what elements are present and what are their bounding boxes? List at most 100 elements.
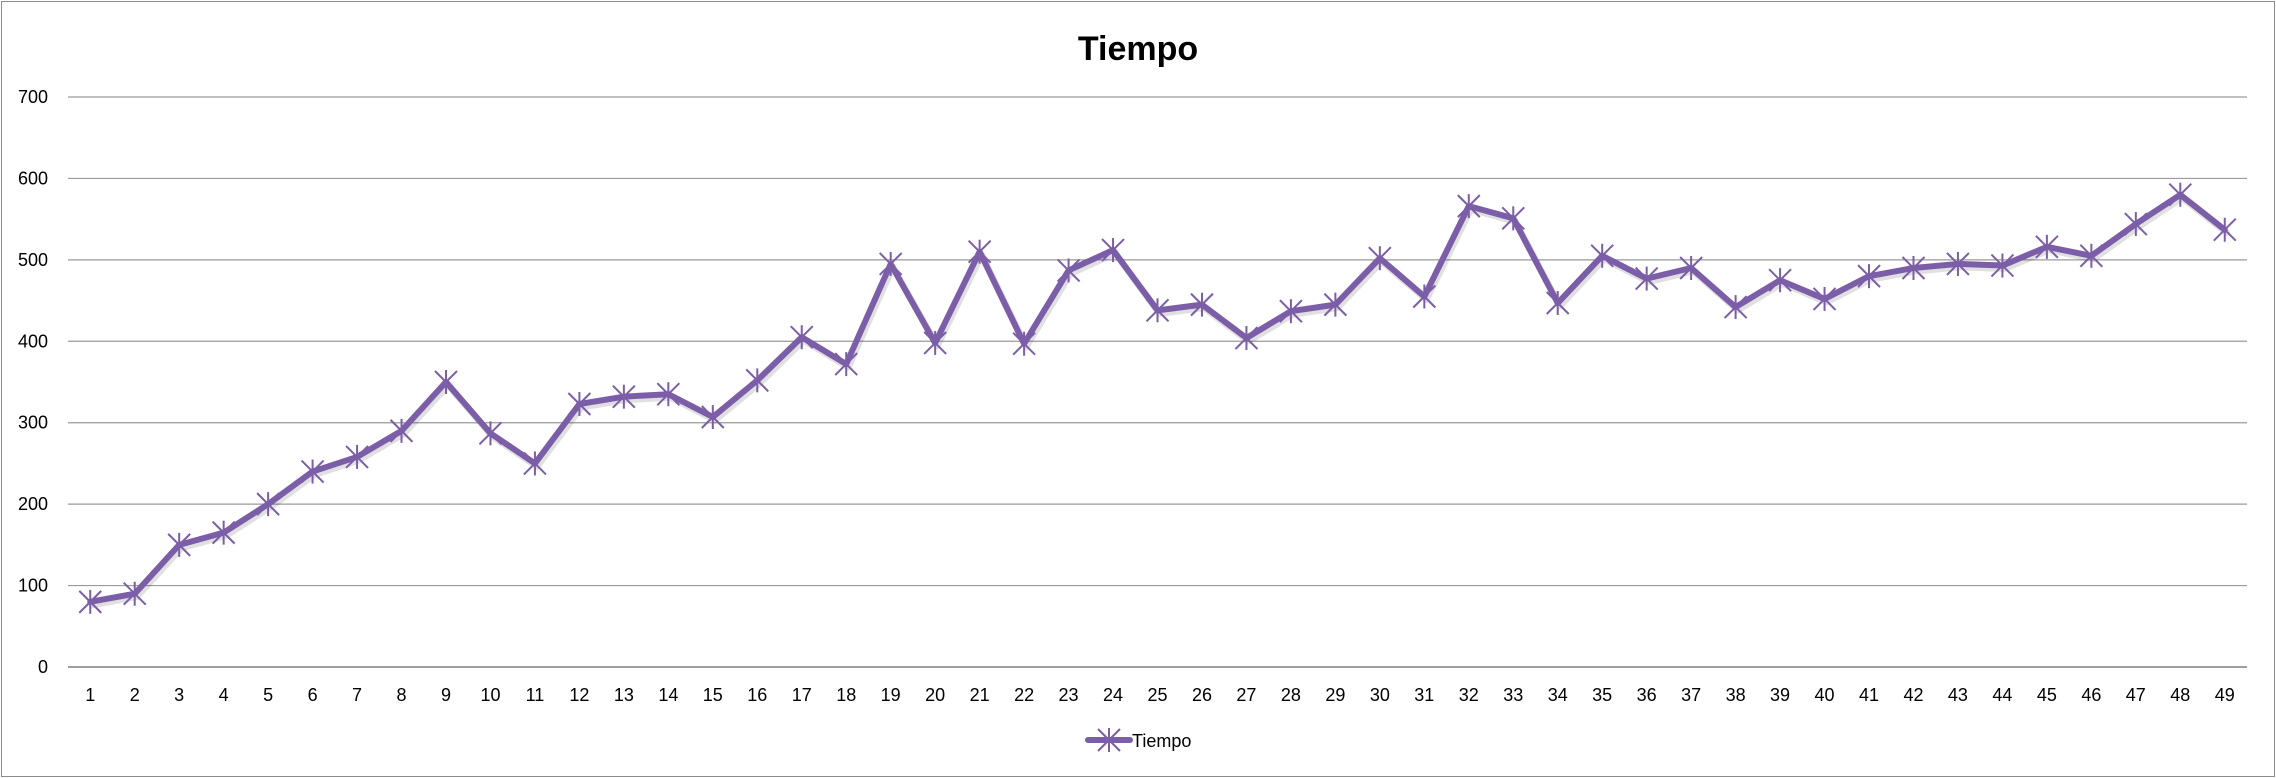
- data-point: [567, 391, 592, 416]
- series-line: [87, 191, 2228, 605]
- x-tick-label: 42: [1903, 685, 1923, 705]
- x-tick-label: 36: [1637, 685, 1657, 705]
- data-point: [523, 451, 547, 476]
- data-point: [834, 352, 858, 377]
- x-tick-label: 16: [747, 685, 767, 705]
- y-tick-label: 300: [18, 413, 48, 433]
- x-tick-label: 26: [1192, 685, 1212, 705]
- x-tick-label: 39: [1770, 685, 1790, 705]
- data-point: [612, 384, 636, 409]
- data-point: [2124, 212, 2148, 237]
- data-point: [256, 492, 280, 517]
- data-point: [1056, 258, 1081, 283]
- y-tick-label: 200: [18, 494, 48, 514]
- x-tick-label: 41: [1859, 685, 1879, 705]
- x-tick-label: 30: [1370, 685, 1390, 705]
- x-tick-label: 18: [836, 685, 856, 705]
- x-tick-label: 12: [569, 685, 589, 705]
- data-point: [1501, 206, 1525, 231]
- data-point: [656, 382, 681, 407]
- x-tick-label: 2: [130, 685, 140, 705]
- data-point: [1279, 299, 1303, 324]
- data-point: [701, 405, 725, 430]
- data-point: [1990, 253, 2015, 278]
- legend-marker-glyph: [1097, 728, 1121, 752]
- x-tick-label: 37: [1681, 685, 1701, 705]
- y-tick-label: 0: [38, 657, 48, 677]
- data-point: [1679, 256, 1703, 280]
- data-point: [2168, 182, 2193, 207]
- x-tick-label: 22: [1014, 685, 1034, 705]
- data-point: [478, 421, 503, 446]
- data-point: [389, 418, 414, 443]
- x-tick-label: 33: [1503, 685, 1523, 705]
- x-tick-label: 45: [2037, 685, 2057, 705]
- data-point: [745, 368, 769, 393]
- data-point: [1190, 292, 1214, 317]
- data-point: [1901, 256, 1926, 280]
- data-point: [1323, 292, 1348, 317]
- gridlines: [68, 96, 2247, 668]
- x-tick-label: 20: [925, 685, 945, 705]
- x-tick-label: 14: [658, 685, 678, 705]
- x-tick-label: 40: [1815, 685, 1835, 705]
- data-point: [1812, 286, 1837, 311]
- x-tick-label: 31: [1414, 685, 1434, 705]
- data-point: [122, 581, 147, 606]
- y-tick-label: 700: [18, 87, 48, 107]
- data-point: [1946, 251, 1970, 276]
- x-tick-label: 49: [2215, 685, 2235, 705]
- data-point: [1768, 268, 1792, 293]
- data-point: [2035, 234, 2059, 259]
- data-point: [790, 325, 814, 350]
- y-tick-label: 600: [18, 168, 48, 188]
- x-tick-label: 13: [614, 685, 634, 705]
- data-point: [923, 330, 947, 355]
- x-tick-label: 4: [219, 685, 229, 705]
- x-tick-label: 46: [2081, 685, 2101, 705]
- data-point: [1412, 284, 1437, 309]
- data-point: [434, 370, 458, 394]
- x-tick-label: 10: [480, 685, 500, 705]
- data-point: [1101, 238, 1125, 263]
- x-tick-label: 19: [881, 685, 901, 705]
- x-tick-label: 7: [352, 685, 362, 705]
- x-tick-label: 48: [2170, 685, 2190, 705]
- data-point: [1368, 246, 1392, 271]
- x-tick-label: 11: [526, 685, 545, 705]
- y-tick-label: 400: [18, 331, 48, 351]
- x-tick-label: 38: [1726, 685, 1746, 705]
- data-point: [1590, 243, 1614, 268]
- data-point: [1634, 266, 1659, 291]
- y-tick-label: 100: [18, 576, 48, 596]
- x-tick-label: 25: [1147, 685, 1167, 705]
- x-tick-label: 3: [174, 685, 184, 705]
- data-point: [78, 589, 102, 614]
- legend-label-tiempo: Tiempo: [1132, 731, 1191, 751]
- x-tick-label: 5: [263, 685, 273, 705]
- data-point: [2079, 243, 2104, 268]
- data-point: [967, 239, 992, 264]
- data-point: [1546, 291, 1570, 316]
- data-point: [878, 251, 903, 276]
- series-tiempo: [78, 182, 2237, 614]
- data-point: [1234, 326, 1259, 351]
- x-tick-label: 32: [1459, 685, 1479, 705]
- data-point: [1457, 194, 1481, 219]
- data-point: [1145, 298, 1170, 323]
- legend: Tiempo: [1085, 728, 1191, 752]
- x-tick-label: 23: [1059, 685, 1079, 705]
- data-point: [2213, 217, 2237, 242]
- x-tick-label: 34: [1548, 685, 1568, 705]
- x-tick-label: 1: [85, 685, 95, 705]
- x-tick-label: 47: [2126, 685, 2146, 705]
- data-point: [211, 520, 236, 545]
- x-tick-label: 24: [1103, 685, 1123, 705]
- data-point: [1723, 295, 1748, 320]
- data-point: [345, 444, 369, 469]
- y-axis: 0 100 200 300 400 500 600 700: [18, 87, 48, 677]
- x-tick-label: 15: [703, 685, 723, 705]
- x-tick-label: 17: [792, 685, 812, 705]
- data-point: [1857, 264, 1881, 289]
